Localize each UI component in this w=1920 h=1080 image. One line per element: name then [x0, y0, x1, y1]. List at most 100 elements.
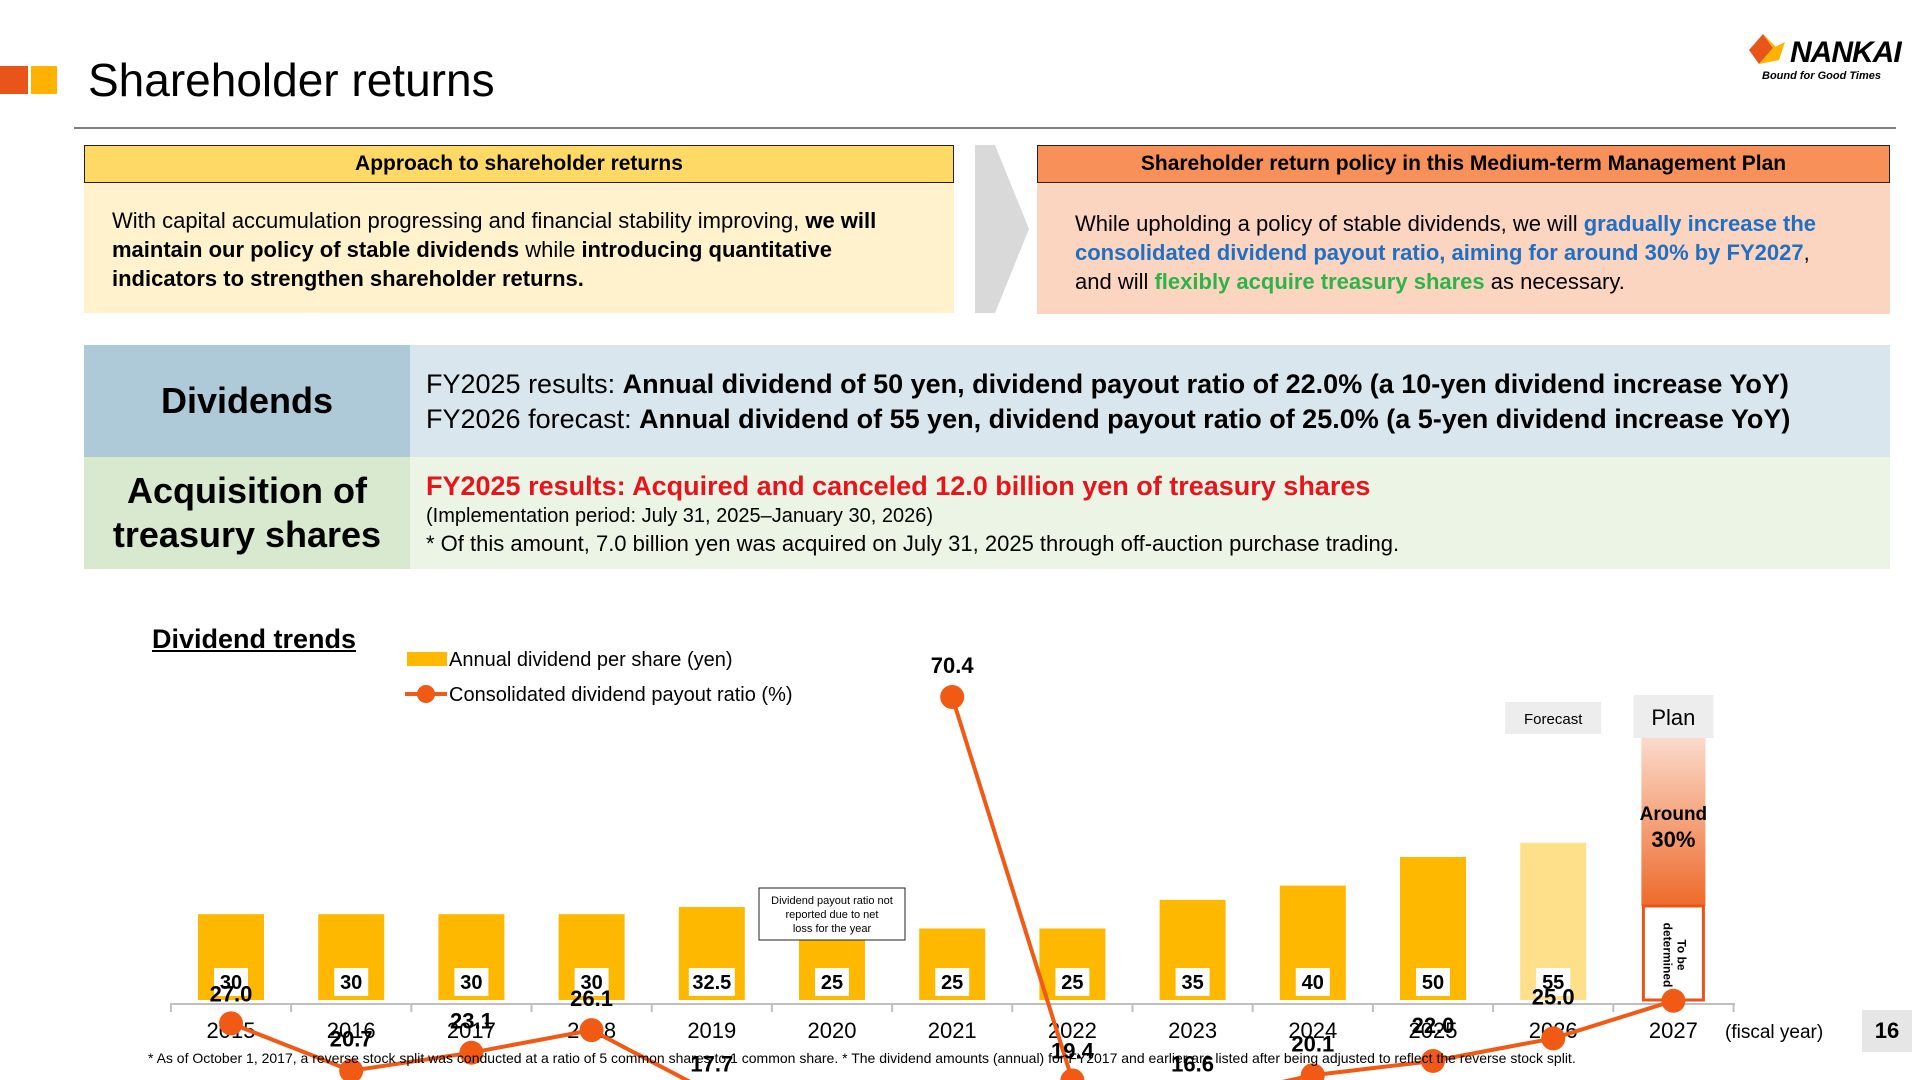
- dividend-value-box: [1416, 968, 1450, 996]
- payout-ratio-label: 20.7: [330, 1027, 373, 1052]
- acquisition-result: FY2025 results: Acquired and canceled 12…: [426, 471, 1371, 501]
- payout-ratio-point: [579, 1018, 604, 1043]
- payout-ratio-label: 26.1: [570, 986, 613, 1011]
- approach-heading: Approach to shareholder returns: [84, 145, 954, 183]
- acquisition-details: FY2025 results: Acquired and canceled 12…: [410, 457, 1890, 569]
- acquisition-note: * Of this amount, 7.0 billion yen was ac…: [426, 531, 1400, 556]
- payout-ratio-label: 16.6: [1171, 1052, 1214, 1077]
- plan-label: Plan: [1651, 705, 1695, 730]
- dividend-trends-chart: Annual dividend per share (yen) Consolid…: [169, 649, 1823, 1080]
- x-tick-label: 2016: [327, 1018, 376, 1043]
- dividends-label: Dividends: [84, 345, 410, 457]
- dividends-details: FY2025 results: Annual dividend of 50 ye…: [410, 345, 1890, 457]
- payout-ratio-point: [219, 1011, 243, 1036]
- dividend-value-label: 32.5: [692, 972, 731, 994]
- legend-line-label: Consolidated dividend payout ratio (%): [449, 684, 793, 706]
- header-divider: [74, 127, 1896, 129]
- dividend-value-label: 30: [580, 972, 602, 994]
- dividend-value-box: [688, 968, 735, 996]
- payout-ratio-label: 70.4: [931, 653, 975, 678]
- x-axis-label: (fiscal year): [1725, 1022, 1823, 1043]
- footnote: * As of October 1, 2017, a reverse stock…: [148, 1050, 1576, 1066]
- dividend-value-label: 25: [821, 972, 843, 994]
- plan-gradient-bar: [1641, 738, 1706, 906]
- dividend-value-label: 25: [1061, 972, 1083, 994]
- chevron-right-icon: [975, 145, 1029, 313]
- dividend-value-box: [574, 968, 609, 996]
- nankai-logo-icon: [1749, 34, 1785, 64]
- x-tick-label: 2021: [928, 1018, 977, 1043]
- payout-ratio-label: 19.4: [1051, 1039, 1095, 1064]
- plan-tag: [1633, 695, 1714, 738]
- dividend-value-label: 50: [1422, 972, 1444, 994]
- plan-tbd-line: To be: [1674, 939, 1688, 970]
- no-ratio-note-line: loss for the year: [793, 923, 872, 935]
- dividend-value-label: 40: [1302, 972, 1324, 994]
- dividend-value-box: [1295, 968, 1330, 996]
- dividend-value-label: 30: [460, 972, 482, 994]
- dividend-value-box: [815, 968, 849, 996]
- dividends-forecast-prefix: FY2026 forecast:: [426, 404, 640, 434]
- legend-bar-label: Annual dividend per share (yen): [449, 649, 733, 671]
- policy-text-part: as necessary.: [1484, 269, 1625, 294]
- logo-wordmark: NANKAI: [1790, 36, 1902, 69]
- no-ratio-note-line: reported due to net: [786, 909, 879, 921]
- dividend-value-box: [1536, 968, 1571, 996]
- plan-around-value: 30%: [1651, 827, 1695, 852]
- dividend-value-box: [935, 968, 970, 996]
- payout-ratio-point: [1060, 1068, 1085, 1080]
- dividend-value-label: 25: [941, 972, 963, 994]
- dividend-value-box: [1175, 968, 1210, 996]
- title-marker: [0, 66, 28, 94]
- x-tick-label: 2019: [687, 1018, 736, 1043]
- no-ratio-note: Dividend payout ratio not reported due to…: [771, 895, 893, 935]
- approach-text-bold: introducing quantitative indicators to s…: [112, 237, 832, 291]
- payout-ratio-label: 27.0: [210, 981, 253, 1006]
- payout-ratio-point: [940, 685, 965, 709]
- dividend-value-box: [214, 968, 248, 996]
- dividends-result-value: Annual dividend of 50 yen, dividend payo…: [622, 369, 1789, 399]
- logo-tagline: Bound for Good Times: [1762, 70, 1881, 82]
- dividend-value-label: 30: [340, 972, 362, 994]
- no-ratio-note-line: Dividend payout ratio not: [771, 895, 893, 907]
- dividend-value-label: 55: [1542, 972, 1564, 994]
- page-number: 16: [1862, 1010, 1912, 1052]
- forecast-label: Forecast: [1524, 711, 1583, 728]
- dividend-value-label: 35: [1181, 972, 1203, 994]
- payout-ratio-label: 17.7: [690, 1051, 733, 1076]
- legend-bar-swatch: [407, 652, 447, 666]
- plan-around-label: Around: [1640, 804, 1708, 825]
- payout-ratio-point: [1421, 1048, 1445, 1073]
- no-ratio-note-box: [758, 887, 906, 941]
- x-tick-label: 2027: [1649, 1018, 1698, 1043]
- plan-tbd-line: determined: [1660, 923, 1674, 988]
- approach-text-part: With capital accumulation progressing an…: [112, 208, 806, 233]
- policy-heading: Shareholder return policy in this Medium…: [1037, 145, 1890, 183]
- payout-ratio-label: 20.1: [1291, 1031, 1334, 1056]
- dividends-result-prefix: FY2025 results:: [426, 369, 623, 399]
- payout-ratio-label: 25.0: [1532, 984, 1575, 1009]
- policy-text-part: , and will: [1075, 240, 1810, 294]
- payout-ratio-label: 22.0: [1412, 1013, 1455, 1038]
- policy-text-part: While upholding a policy of stable divid…: [1075, 211, 1584, 236]
- x-tick-label: 2017: [447, 1018, 496, 1043]
- dividends-forecast-value: Annual dividend of 55 yen, dividend payo…: [639, 404, 1791, 434]
- payout-ratio-point: [1541, 1026, 1566, 1051]
- payout-ratio-point: [339, 1058, 364, 1080]
- chart-title: Dividend trends: [152, 624, 357, 654]
- approach-text-bold: we will maintain our policy of stable di…: [112, 208, 877, 262]
- policy-text-highlight: gradually increase the consolidated divi…: [1075, 211, 1817, 265]
- payout-ratio-label: 23.1: [450, 1009, 493, 1034]
- dividends-forecast-line: FY2026 forecast: Annual dividend of 55 y…: [426, 402, 1874, 437]
- legend-line-marker: [417, 685, 435, 703]
- x-tick-label: 2024: [1288, 1018, 1337, 1043]
- approach-text-part: while: [519, 237, 582, 262]
- page-title: Shareholder returns: [88, 54, 495, 106]
- x-tick-label: 2025: [1409, 1018, 1458, 1043]
- policy-text-highlight: flexibly acquire treasury shares: [1154, 269, 1485, 294]
- plan-tbd-box: [1641, 904, 1705, 1002]
- x-tick-label: 2020: [808, 1018, 857, 1043]
- acquisition-period: (Implementation period: July 31, 2025–Ja…: [426, 505, 933, 527]
- acquisition-label: Acquisition of treasury shares: [84, 457, 410, 569]
- dividend-value-box: [334, 968, 369, 996]
